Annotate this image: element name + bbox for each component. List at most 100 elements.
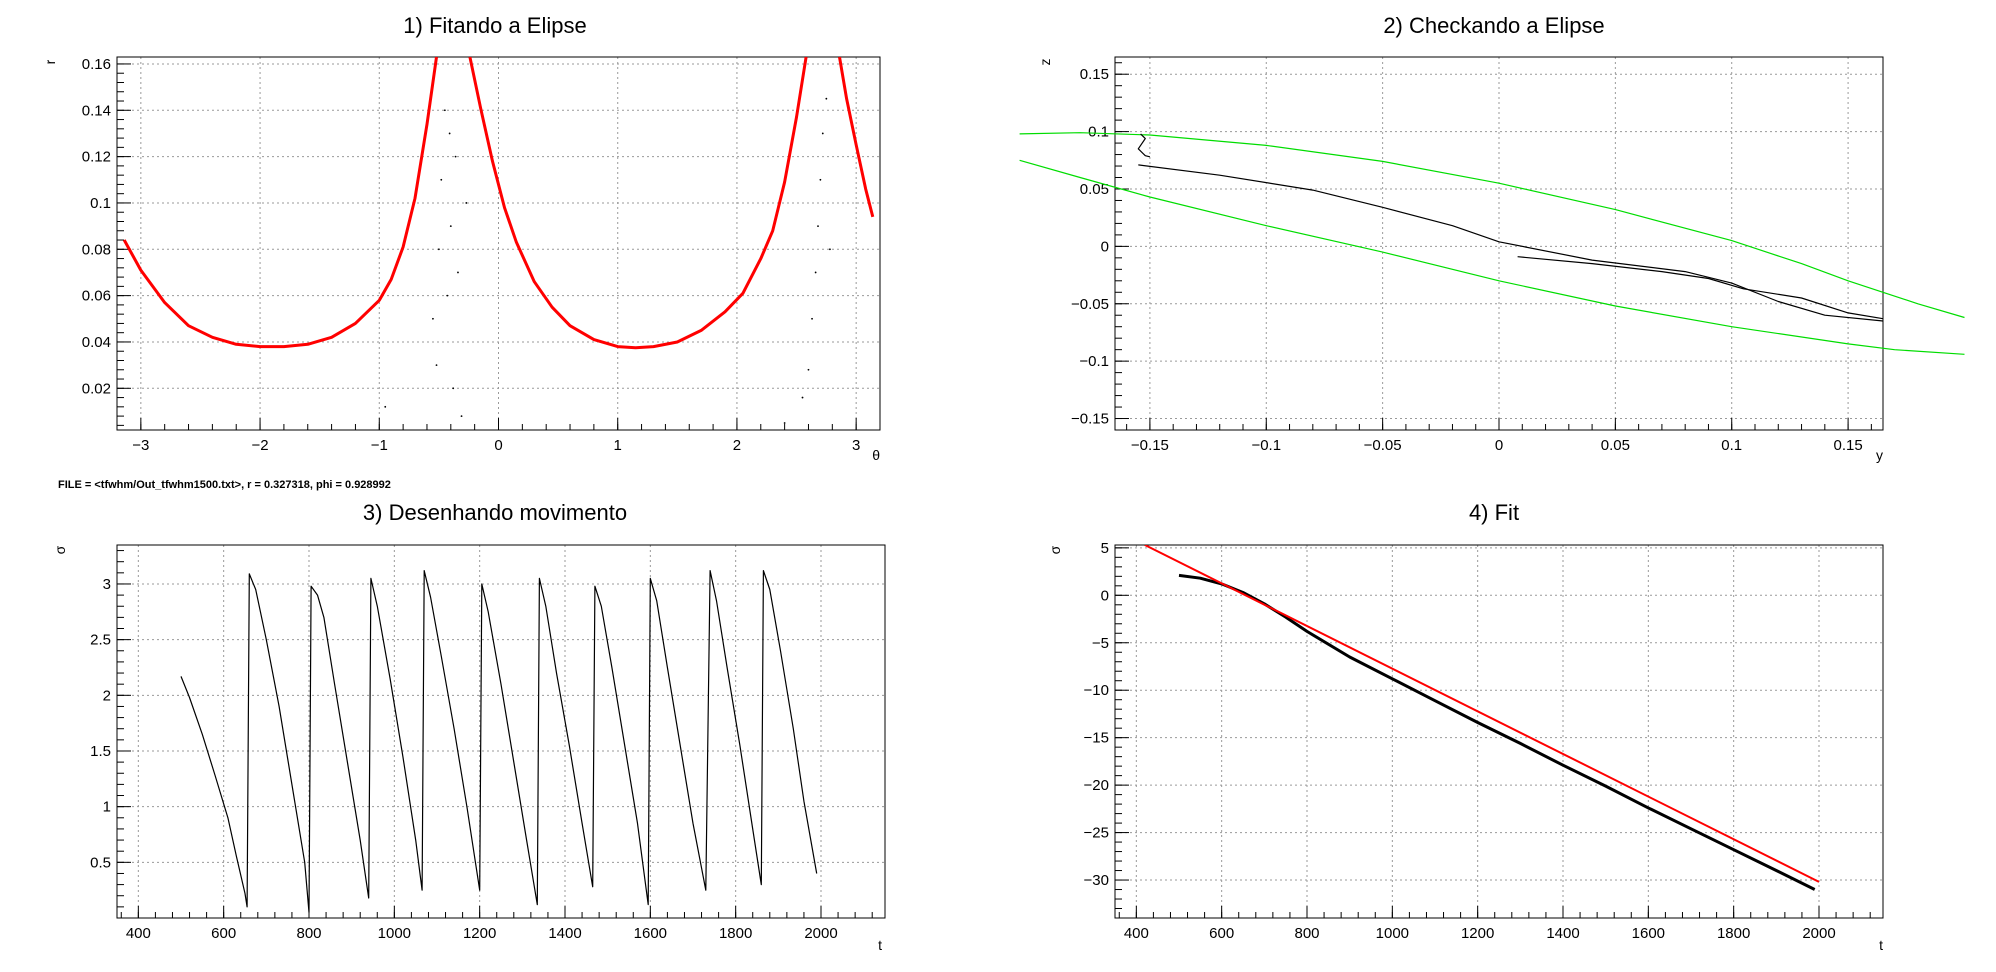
x-tick-label: 0.1 (1721, 437, 1742, 454)
data-point (449, 225, 452, 228)
y-tick-label: 5 (1101, 540, 1109, 557)
x-axis-label: y (1876, 447, 1883, 463)
x-tick-label: 1400 (548, 925, 581, 942)
data-point (465, 202, 468, 204)
x-tick-label: 600 (211, 925, 236, 942)
y-tick-label: 0.5 (90, 854, 111, 871)
x-tick-label: 1600 (1632, 925, 1665, 942)
series-group (1144, 545, 1820, 891)
x-tick-label: −0.1 (1251, 437, 1281, 454)
y-tick-label: −5 (1092, 635, 1109, 652)
data-point (454, 155, 457, 158)
chart-panel-4: 400 600 800 1000 1200 1400 1600 1800 2000 −30 −25 −… (1047, 500, 1884, 953)
y-tick-label: 0.16 (82, 56, 111, 73)
data-point (443, 109, 446, 112)
x-tick-label: 0.05 (1601, 437, 1630, 454)
y-tick-label: 1 (103, 799, 111, 816)
chart-title: 4) Fit (1469, 500, 1519, 525)
data-point (384, 405, 387, 408)
data-point (801, 396, 804, 399)
series-line-1 (1178, 573, 1816, 891)
y-tick-label: 0 (1101, 238, 1109, 255)
series-line-2 (1137, 133, 1151, 158)
data-point (811, 317, 813, 320)
x-tick-label: 1000 (378, 925, 411, 942)
data-point (825, 97, 828, 100)
series-group (1019, 132, 1965, 355)
y-tick-label: 0.08 (82, 241, 111, 258)
chart-title: 2) Checkando a Elipse (1383, 13, 1604, 38)
data-point (819, 178, 822, 181)
y-tick-label: −20 (1084, 777, 1109, 794)
y-tick-label: 0.04 (82, 334, 111, 351)
x-tick-label: −0.05 (1364, 437, 1402, 454)
y-tick-label: −0.15 (1071, 411, 1109, 428)
x-tick-label: 1800 (719, 925, 752, 942)
y-tick-label: 0.02 (82, 380, 111, 397)
file-info-note: FILE = <tfwhm/Out_tfwhm1500.txt>, r = 0.… (58, 479, 391, 491)
y-axis-label: σ (52, 545, 68, 554)
x-tick-label: −3 (132, 437, 149, 454)
x-tick-label: 0 (494, 437, 502, 454)
data-point (783, 422, 786, 424)
data-point (817, 225, 819, 228)
series-group (180, 570, 818, 913)
y-tick-label: −0.1 (1079, 353, 1109, 370)
y-axis-label: z (1037, 59, 1053, 66)
x-tick-label: 1000 (1376, 925, 1409, 942)
data-point (448, 132, 451, 135)
y-tick-label: 0.12 (82, 149, 111, 166)
x-tick-label: −0.15 (1131, 437, 1169, 454)
x-tick-label: 1600 (634, 925, 667, 942)
data-point (457, 271, 459, 274)
data-point (460, 415, 463, 417)
y-tick-label: −0.05 (1071, 296, 1109, 313)
chart-panel-3: 400 600 800 1000 1200 1400 1600 1800 2000 0.5 1 1.5… (52, 500, 886, 953)
x-axis-label: t (1879, 937, 1883, 953)
x-tick-label: 3 (852, 437, 860, 454)
x-tick-label: 1200 (1461, 925, 1494, 942)
x-tick-label: 600 (1209, 925, 1234, 942)
series-line-1 (122, 57, 438, 349)
series-line-1 (1019, 132, 1965, 319)
series-line-1 (468, 57, 808, 350)
y-tick-label: 2.5 (90, 632, 111, 649)
series-line-2 (1517, 256, 1884, 320)
x-tick-label: 1200 (463, 925, 496, 942)
series-line-1 (1019, 159, 1965, 355)
data-point (437, 248, 440, 251)
y-tick-label: −30 (1084, 872, 1109, 889)
y-tick-label: 2 (103, 687, 111, 704)
data-point (814, 271, 817, 274)
series-group (122, 57, 875, 424)
y-tick-label: 0.1 (90, 195, 111, 212)
y-tick-label: −25 (1084, 825, 1109, 842)
x-tick-label: 1800 (1717, 925, 1750, 942)
y-tick-label: −10 (1084, 682, 1109, 699)
data-point (440, 178, 443, 181)
data-point (829, 248, 831, 251)
data-point (432, 317, 434, 320)
x-tick-label: −2 (252, 437, 269, 454)
y-tick-label: 0.06 (82, 288, 111, 305)
x-tick-label: 2 (733, 437, 741, 454)
data-point (435, 364, 438, 367)
y-tick-label: 3 (103, 576, 111, 593)
y-tick-label: 0.05 (1080, 181, 1109, 198)
x-axis-label: t (878, 937, 882, 953)
series-line-1 (180, 570, 818, 913)
data-point (446, 294, 449, 297)
x-tick-label: 400 (1124, 925, 1149, 942)
x-tick-label: 0 (1495, 437, 1503, 454)
y-tick-label: 0.14 (82, 102, 111, 119)
y-tick-label: 0.15 (1080, 66, 1109, 83)
series-line-1 (838, 57, 875, 218)
y-tick-label: 0.1 (1088, 124, 1109, 141)
y-axis-label: r (42, 59, 58, 64)
plot-frame (1114, 544, 1884, 919)
x-tick-label: 2000 (804, 925, 837, 942)
data-point (452, 387, 455, 390)
x-axis-label: θ (872, 447, 880, 463)
chart-title: 3) Desenhando movimento (363, 500, 627, 525)
